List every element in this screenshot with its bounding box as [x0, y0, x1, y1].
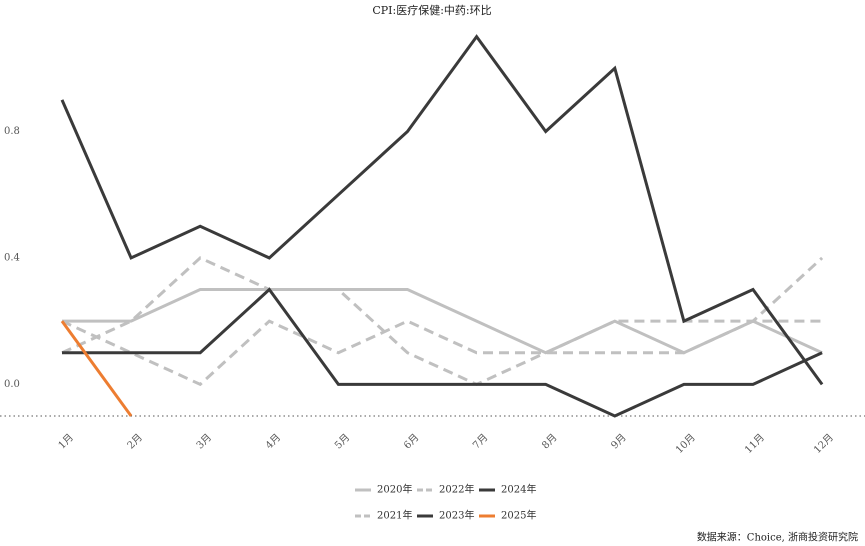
x-tick-label: 10月	[673, 431, 698, 456]
x-tick-label: 7月	[470, 431, 490, 451]
x-tick-label: 3月	[194, 431, 214, 451]
x-tick-label: 8月	[540, 431, 560, 451]
series-line	[62, 287, 823, 418]
x-tick-label: 12月	[811, 431, 836, 456]
legend-label: 2025年	[501, 509, 536, 522]
x-tick-label: 5月	[332, 431, 352, 451]
y-tick-label: 0.4	[4, 252, 20, 263]
x-tick-label: 9月	[609, 431, 629, 451]
legend-label: 2023年	[439, 509, 474, 522]
series-line	[60, 34, 824, 386]
x-tick-label: 4月	[263, 431, 283, 451]
legend-label: 2020年	[377, 483, 412, 496]
x-tick-label: 2月	[125, 431, 145, 451]
chart-title: CPI:医疗保健:中药:环比	[372, 3, 491, 17]
series-line	[61, 256, 823, 387]
legend-label: 2024年	[501, 483, 536, 496]
legend-label: 2021年	[377, 509, 412, 522]
source-note: 数据来源：Choice, 浙商投资研究院	[697, 531, 858, 544]
x-tick-label: 6月	[401, 431, 421, 451]
y-tick-label: 0.8	[4, 126, 20, 137]
x-tick-label: 1月	[56, 431, 76, 451]
x-tick-label: 11月	[742, 431, 767, 456]
series-line	[60, 320, 133, 417]
series-line	[61, 256, 824, 387]
legend-label: 2022年	[439, 483, 474, 496]
y-tick-label: 0.0	[4, 379, 20, 390]
